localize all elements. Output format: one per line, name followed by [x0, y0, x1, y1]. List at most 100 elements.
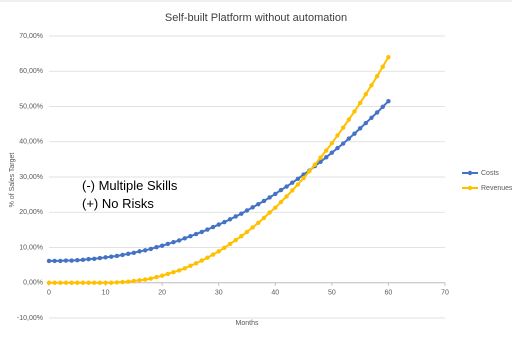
data-point: [273, 205, 278, 210]
data-point: [103, 280, 108, 285]
x-tick-label: 10: [102, 290, 110, 297]
data-point: [369, 115, 374, 120]
x-tick-label: 20: [158, 290, 166, 297]
data-point: [250, 225, 255, 230]
data-point: [352, 109, 357, 114]
data-point: [386, 54, 391, 60]
data-point: [199, 258, 204, 263]
data-point: [97, 255, 103, 261]
data-point: [188, 234, 193, 239]
data-point: [171, 240, 176, 245]
data-point: [233, 214, 238, 219]
data-point: [335, 133, 340, 138]
data-point: [267, 195, 272, 200]
data-point: [176, 238, 182, 243]
y-tick-label: 30,00%: [19, 174, 43, 181]
data-point: [363, 91, 368, 97]
data-point: [188, 263, 193, 269]
data-point: [165, 271, 170, 277]
data-point: [369, 83, 374, 88]
data-point: [312, 162, 318, 167]
y-tick-label: 60,00%: [19, 68, 43, 75]
data-point: [278, 199, 284, 205]
data-point: [142, 277, 148, 282]
data-point: [58, 280, 63, 285]
data-point: [273, 191, 278, 197]
x-tick-label: 50: [328, 290, 336, 297]
data-point: [261, 198, 267, 204]
data-point: [357, 100, 363, 106]
data-point: [80, 257, 86, 263]
data-point: [137, 249, 142, 254]
data-point: [295, 176, 301, 181]
data-point: [239, 211, 244, 216]
data-point: [284, 194, 289, 199]
data-point: [278, 187, 284, 193]
data-point: [46, 258, 52, 264]
data-point: [58, 258, 63, 264]
y-tick-label: 10,00%: [19, 244, 43, 251]
annotation: (-) Multiple Skills: [82, 178, 178, 193]
data-point: [374, 73, 380, 79]
data-point: [114, 253, 120, 259]
y-tick-label: 50,00%: [19, 103, 43, 110]
x-axis-title: Months: [236, 320, 259, 327]
data-point: [301, 175, 306, 181]
data-point: [216, 222, 221, 227]
data-point: [318, 159, 323, 165]
data-point: [86, 280, 91, 285]
data-point: [329, 150, 335, 155]
data-point: [386, 99, 391, 104]
chart-title: Self-built Platform without automation: [165, 12, 347, 24]
x-tick-label: 60: [385, 290, 393, 297]
x-tick-label: 0: [47, 290, 51, 297]
data-point: [97, 280, 103, 285]
data-point: [52, 280, 57, 285]
x-tick-label: 70: [441, 290, 449, 297]
data-point: [120, 252, 125, 258]
data-point: [131, 250, 137, 255]
data-point: [171, 269, 176, 275]
data-point: [86, 256, 91, 262]
x-tick-label: 30: [215, 290, 223, 297]
data-point: [154, 274, 159, 280]
data-point: [205, 227, 210, 232]
data-point: [340, 125, 346, 130]
data-point: [261, 215, 267, 221]
data-point: [63, 258, 69, 263]
data-point: [120, 279, 125, 285]
data-point: [222, 245, 227, 251]
data-point: [199, 229, 204, 235]
data-point: [284, 184, 289, 189]
y-tick-label: -10,00%: [17, 315, 43, 322]
data-point: [126, 251, 131, 257]
data-point: [154, 244, 159, 250]
data-point: [69, 258, 74, 263]
data-point: [256, 220, 261, 226]
data-point: [210, 224, 216, 230]
data-point: [46, 280, 52, 285]
data-point: [346, 117, 352, 122]
data-point: [267, 210, 272, 215]
data-point: [92, 280, 97, 285]
data-point: [75, 280, 80, 285]
data-point: [318, 155, 323, 160]
data-point: [239, 234, 244, 239]
data-point: [335, 145, 340, 151]
data-point: [205, 255, 210, 260]
data-point: [165, 241, 170, 247]
data-point: [222, 219, 227, 225]
series-line: [49, 56, 390, 284]
data-point: [363, 120, 368, 126]
y-tick-label: 20,00%: [19, 209, 43, 216]
data-point: [159, 273, 165, 278]
data-point: [176, 268, 182, 273]
legend-label: Costs: [481, 170, 499, 177]
data-point: [52, 258, 57, 264]
data-point: [131, 278, 137, 284]
data-point: [148, 276, 154, 281]
data-point: [80, 280, 86, 285]
y-tick-label: 0,00%: [23, 280, 43, 287]
data-point: [374, 110, 380, 115]
legend-label: Revenues: [481, 185, 512, 192]
